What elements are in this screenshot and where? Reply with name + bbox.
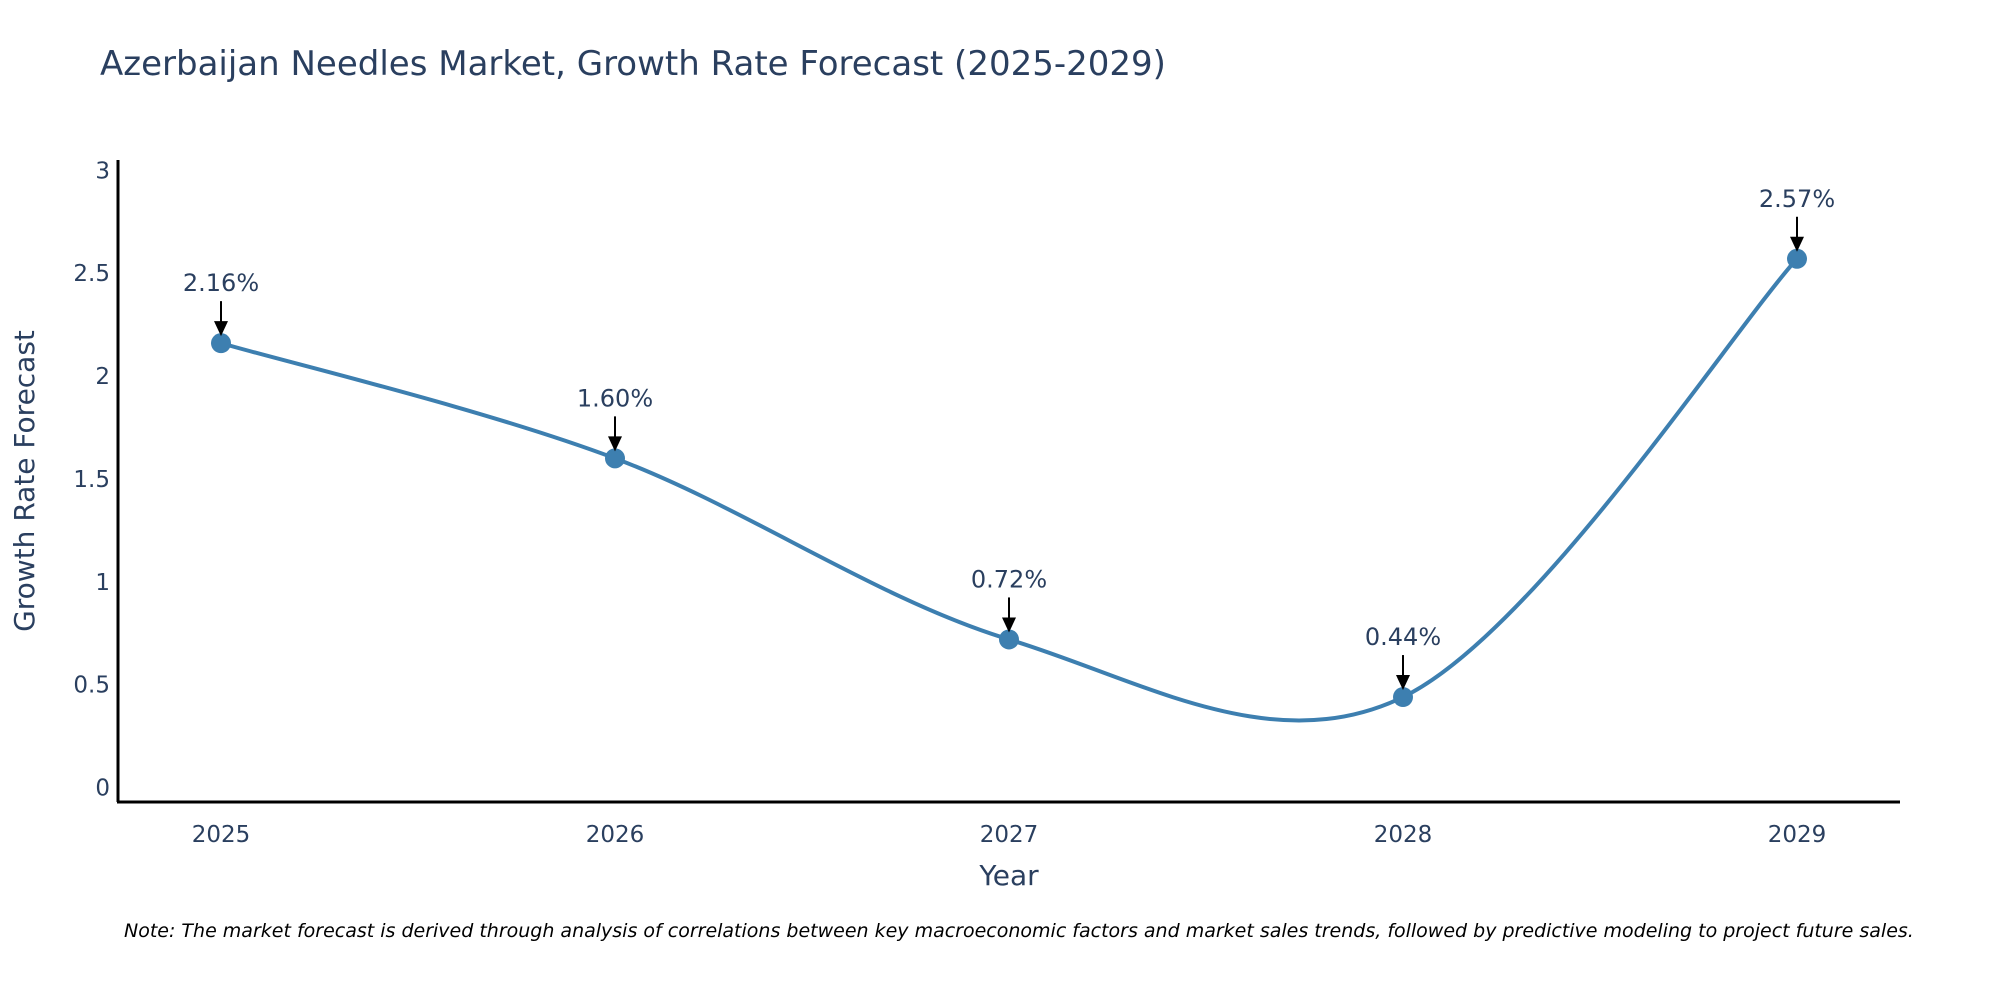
y-axis-ticks: 0 0.5 1 1.5 2 2.5 3 [73,158,110,801]
x-tick-label: 2025 [192,822,251,848]
data-label: 0.72% [971,565,1047,593]
data-label: 2.16% [183,269,259,297]
data-point [999,629,1019,650]
data-points [211,248,1807,708]
y-tick-label: 3 [95,158,110,184]
series-line [220,257,1799,723]
y-tick-label: 2.5 [73,261,110,287]
y-tick-label: 2 [95,364,110,390]
y-tick-label: 0 [95,776,110,802]
annotation-arrow-head [608,436,622,452]
x-tick-label: 2028 [1374,822,1433,848]
chart-title: Azerbaijan Needles Market, Growth Rate F… [100,44,1166,84]
y-tick-label: 1.5 [73,467,110,493]
x-tick-label: 2027 [980,822,1039,848]
forecast-note: Note: The market forecast is derived thr… [124,920,1914,942]
data-annotations: 2.16% 1.60% 0.72% 0.44% 2.57% [183,185,1835,691]
y-tick-label: 1 [95,570,110,596]
y-tick-label: 0.5 [73,673,110,699]
annotation-arrow-head [1396,675,1410,691]
x-tick-label: 2029 [1768,822,1827,848]
x-tick-label: 2026 [586,822,645,848]
data-point [1787,248,1807,269]
x-axis-ticks: 2025 2026 2027 2028 2029 [192,822,1827,848]
data-point [211,333,231,354]
data-label: 0.44% [1365,623,1441,651]
data-label: 1.60% [577,384,653,412]
annotation-arrow-head [1002,617,1016,633]
data-point [605,448,625,469]
annotation-arrow-head [214,321,228,337]
x-axis-title: Year [978,859,1039,892]
data-label: 2.57% [1759,185,1835,213]
data-point [1393,687,1413,708]
annotation-arrow-head [1790,236,1804,252]
y-axis-title: Growth Rate Forecast [8,330,41,632]
